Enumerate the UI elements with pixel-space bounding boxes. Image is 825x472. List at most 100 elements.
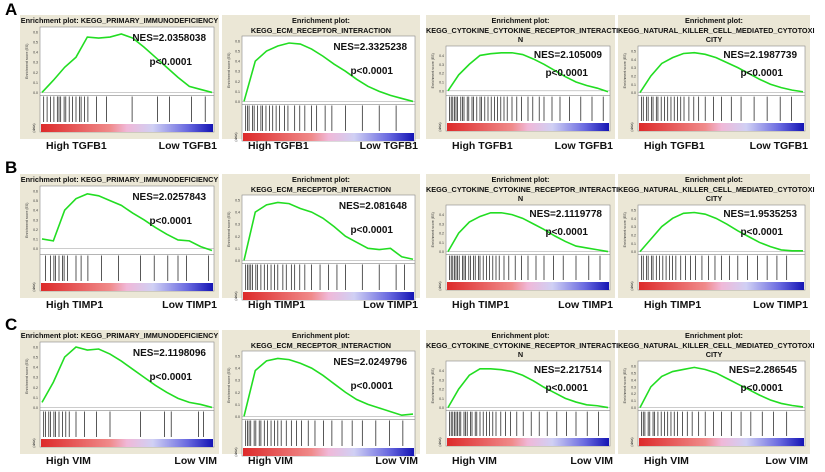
ranked-metric-label: (data): [32, 282, 36, 291]
ranked-gradient-bar: [639, 437, 804, 446]
enrichment-plot-panel: Enrichment plot: KEGG_CYTOKINE_CYTOKINE_…: [426, 330, 624, 454]
y-tick-label: 0.3: [439, 222, 444, 226]
enrichment-plot-panel: Enrichment plot: KEGG_PRIMARY_IMMUNODEFI…: [20, 15, 219, 139]
y-axis-label: Enrichment score (ES): [227, 212, 231, 247]
y-axis-label: Enrichment score (ES): [25, 43, 29, 78]
y-tick-label: 0.4: [33, 365, 38, 369]
y-tick-label: 0.4: [33, 208, 38, 212]
row-label-b: B: [5, 158, 18, 177]
es-curve: [447, 211, 609, 252]
gsea-chart: 0.0 0.1 0.2 0.3 0.4 0.5 Enrichment score (ES) (…: [227, 194, 416, 301]
y-tick-label: 0.0: [631, 406, 636, 410]
y-tick-label: 0.1: [33, 395, 38, 399]
y-tick-label: 0.1: [631, 241, 636, 245]
low-group-label: Low VIM: [174, 455, 217, 467]
y-tick-label: 0.1: [631, 82, 636, 86]
y-tick-label: 0.3: [631, 66, 636, 70]
nes-value: NES=2.0257843: [132, 192, 206, 203]
y-tick-label: 0.4: [235, 367, 240, 371]
y-tick-label: 0.0: [439, 250, 444, 254]
es-curve: [447, 367, 609, 408]
high-group-label: High TGFB1: [46, 140, 107, 152]
y-tick-label: 0.0: [439, 406, 444, 410]
y-tick-label: 0.2: [631, 392, 636, 396]
y-tick-label: 0.3: [631, 385, 636, 389]
y-tick-label: 0.5: [631, 49, 636, 53]
y-tick-label: 0.3: [235, 379, 240, 383]
low-group-label: Low TIMP1: [558, 299, 613, 311]
y-tick-label: 0.4: [439, 53, 444, 57]
plot-title: Enrichment plot: KEGG_NATURAL_KILLER_CEL…: [618, 16, 815, 44]
y-tick-label: 0.4: [631, 378, 636, 382]
y-tick-label: 0.4: [235, 211, 240, 215]
plot-title: Enrichment plot: KEGG_PRIMARY_IMMUNODEFI…: [20, 175, 219, 184]
ranked-metric-label: (data): [234, 291, 238, 300]
high-group-label: High TGFB1: [248, 140, 309, 152]
ranked-gradient-bar: [639, 281, 804, 290]
low-group-label: Low TGFB1: [749, 140, 808, 152]
y-tick-label: 0.0: [33, 405, 38, 409]
ranked-metric-label: (data): [630, 437, 634, 446]
es-curve: [639, 51, 804, 93]
p-value: p<0.0001: [740, 68, 783, 79]
plot-title: Enrichment plot: KEGG_CYTOKINE_CYTOKINE_…: [426, 16, 624, 44]
p-value: p<0.0001: [740, 227, 783, 238]
y-tick-label: 0.1: [631, 399, 636, 403]
nes-value: NES=2.105009: [534, 50, 603, 61]
enrichment-plot-panel: Enrichment plot: KEGG_ECM_RECEPTOR_INTER…: [222, 15, 420, 142]
plot-title: Enrichment plot: KEGG_ECM_RECEPTOR_INTER…: [250, 331, 392, 350]
high-group-label: High TGFB1: [644, 140, 705, 152]
low-group-label: Low TIMP1: [363, 299, 418, 311]
y-tick-label: 0.3: [235, 223, 240, 227]
enrichment-plot-panel: Enrichment plot: KEGG_NATURAL_KILLER_CEL…: [618, 15, 815, 139]
ranked-gradient-bar: [447, 122, 609, 131]
y-tick-label: 0.6: [33, 345, 38, 349]
y-tick-label: 0.5: [631, 208, 636, 212]
low-group-label: Low VIM: [570, 455, 613, 467]
gsea-chart: 0.0 0.1 0.2 0.3 0.4 Enrichment score (ES) (dat…: [431, 360, 611, 446]
y-tick-label: 0.5: [235, 355, 240, 359]
ranked-metric-label: (data): [438, 281, 442, 290]
ranked-gradient-bar: [243, 133, 414, 141]
y-tick-label: 0.5: [33, 355, 38, 359]
low-group-label: Low TGFB1: [158, 140, 217, 152]
p-value: p<0.0001: [149, 372, 192, 383]
y-tick-label: 0.1: [235, 247, 240, 251]
low-group-label: Low TIMP1: [753, 299, 808, 311]
y-tick-label: 0.6: [235, 40, 240, 44]
high-group-label: High TGFB1: [452, 140, 513, 152]
y-tick-label: 0.0: [33, 90, 38, 94]
ranked-gradient-bar: [243, 292, 414, 300]
enrichment-plot-panel: Enrichment plot: KEGG_CYTOKINE_CYTOKINE_…: [426, 15, 624, 139]
plot-title: Enrichment plot: KEGG_ECM_RECEPTOR_INTER…: [250, 16, 392, 35]
y-tick-label: 0.0: [235, 415, 240, 419]
y-tick-label: 0.0: [235, 100, 240, 104]
plot-title: Enrichment plot: KEGG_NATURAL_KILLER_CEL…: [618, 175, 815, 203]
p-value: p<0.0001: [149, 216, 192, 227]
high-group-label: High VIM: [452, 455, 497, 467]
nes-value: NES=1.9535253: [723, 209, 797, 220]
gsea-chart: 0.0 0.1 0.2 0.3 0.4 0.5 Enrichment score (ES) (…: [623, 204, 806, 290]
y-tick-label: 0.1: [235, 403, 240, 407]
y-tick-label: 0.5: [631, 371, 636, 375]
plot-title: Enrichment plot: KEGG_CYTOKINE_CYTOKINE_…: [426, 175, 624, 203]
y-axis-label: Enrichment score (ES): [431, 53, 435, 88]
nes-value: NES=2.0358038: [132, 33, 206, 44]
low-group-label: Low TGFB1: [359, 140, 418, 152]
y-tick-label: 0.2: [235, 391, 240, 395]
y-tick-label: 0.2: [439, 71, 444, 75]
nes-value: NES=2.286545: [729, 365, 798, 376]
ranked-gradient-bar: [639, 122, 804, 131]
ranked-metric-label: (data): [234, 132, 238, 141]
enrichment-plot-panel: Enrichment plot: KEGG_PRIMARY_IMMUNODEFI…: [20, 174, 219, 298]
y-tick-label: 0.5: [33, 199, 38, 203]
high-group-label: High VIM: [46, 455, 91, 467]
y-axis-label: Enrichment score (ES): [25, 202, 29, 237]
y-tick-label: 0.2: [33, 385, 38, 389]
p-value: p<0.0001: [350, 66, 393, 77]
nes-value: NES=2.1119778: [529, 209, 602, 220]
y-tick-label: 0.0: [631, 91, 636, 95]
y-axis-label: Enrichment score (ES): [623, 53, 627, 88]
plot-title: Enrichment plot: KEGG_PRIMARY_IMMUNODEFI…: [20, 16, 219, 25]
es-curve: [243, 42, 414, 103]
